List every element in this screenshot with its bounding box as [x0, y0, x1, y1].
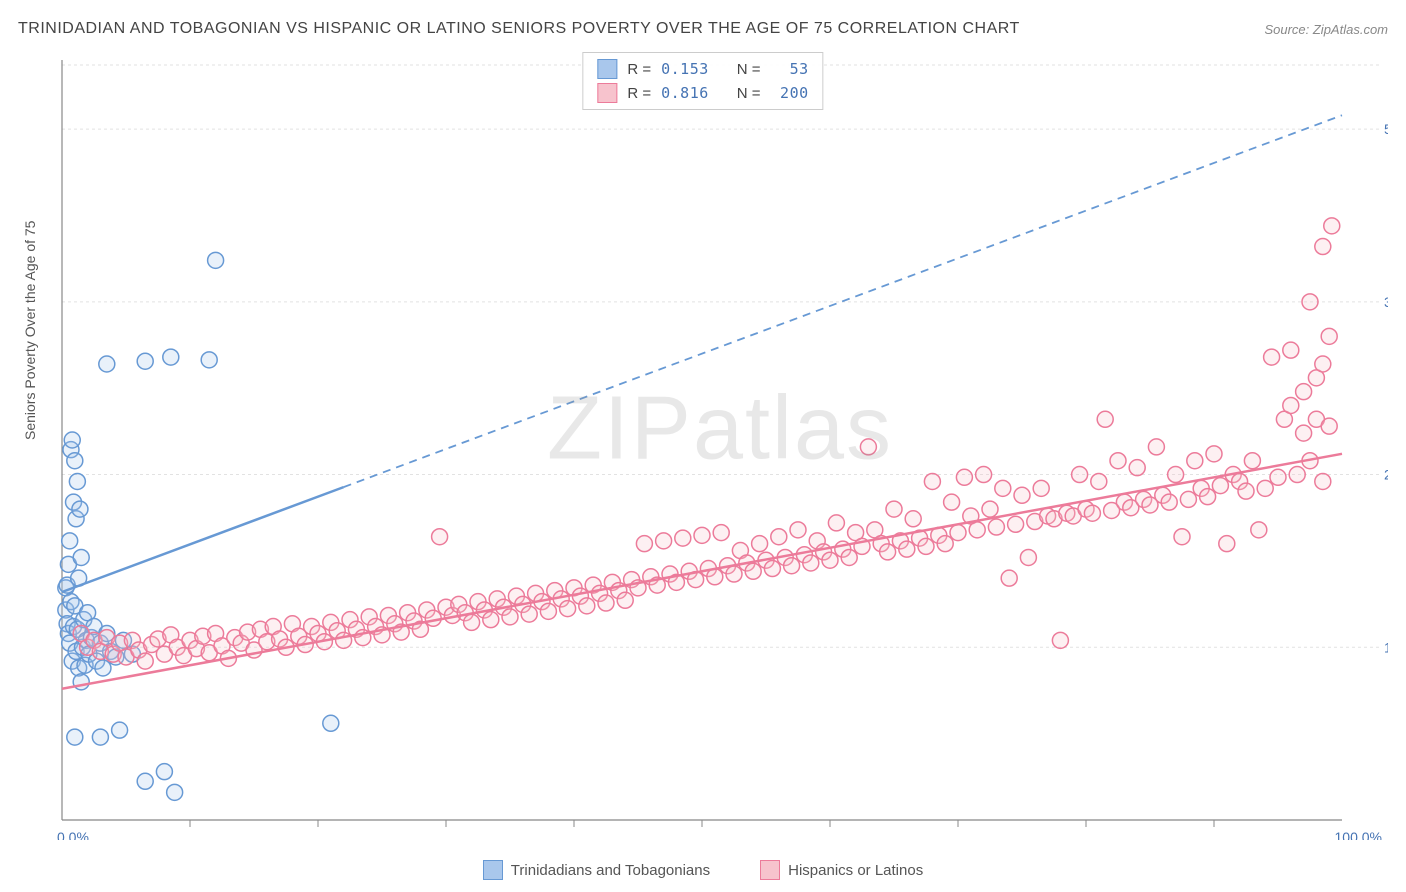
- stats-r-value: 0.153: [661, 60, 709, 78]
- stats-row: R = 0.153 N = 53: [597, 57, 808, 81]
- chart-plot-area: 12.5%25.0%37.5%50.0%0.0%100.0% ZIPatlas: [52, 50, 1388, 840]
- stats-n-value: 53: [771, 60, 809, 78]
- svg-text:0.0%: 0.0%: [57, 829, 89, 840]
- stats-swatch: [597, 83, 617, 103]
- stats-n-value: 200: [771, 84, 809, 102]
- stats-n-label: N =: [737, 61, 761, 78]
- correlation-stats-box: R = 0.153 N = 53 R = 0.816 N = 200: [582, 52, 823, 110]
- stats-row: R = 0.816 N = 200: [597, 81, 808, 105]
- svg-text:37.5%: 37.5%: [1384, 294, 1388, 310]
- series-legend: Trinidadians and Tobagonians Hispanics or…: [0, 860, 1406, 880]
- stats-r-value: 0.816: [661, 84, 709, 102]
- legend-swatch: [483, 860, 503, 880]
- y-axis-label: Seniors Poverty Over the Age of 75: [22, 221, 38, 440]
- legend-label: Hispanics or Latinos: [788, 862, 923, 879]
- stats-swatch: [597, 59, 617, 79]
- svg-text:100.0%: 100.0%: [1335, 829, 1382, 840]
- legend-item: Hispanics or Latinos: [760, 860, 923, 880]
- legend-swatch: [760, 860, 780, 880]
- stats-n-label: N =: [737, 85, 761, 102]
- chart-svg: 12.5% 25.0% 37.5% 50.0% 0.0% 100.0%: [52, 50, 1388, 840]
- legend-label: Trinidadians and Tobagonians: [511, 862, 710, 879]
- stats-r-label: R =: [627, 85, 651, 102]
- source-attribution: Source: ZipAtlas.com: [1264, 22, 1388, 37]
- svg-text:50.0%: 50.0%: [1384, 121, 1388, 137]
- svg-text:12.5%: 12.5%: [1384, 639, 1388, 655]
- svg-text:25.0%: 25.0%: [1384, 467, 1388, 483]
- legend-item: Trinidadians and Tobagonians: [483, 860, 710, 880]
- chart-title: TRINIDADIAN AND TOBAGONIAN VS HISPANIC O…: [18, 20, 1020, 38]
- stats-r-label: R =: [627, 61, 651, 78]
